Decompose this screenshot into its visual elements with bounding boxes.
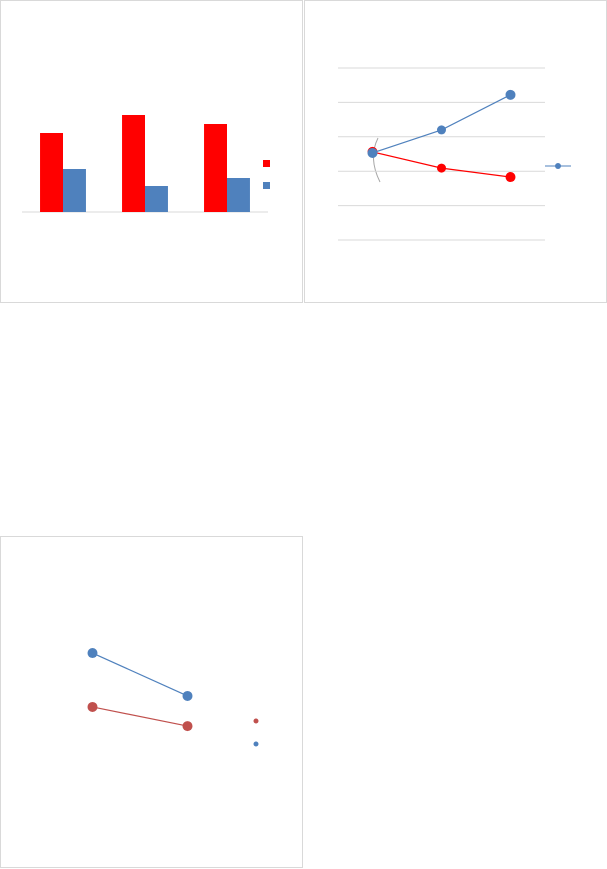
point (437, 163, 446, 173)
point (87, 701, 98, 712)
legend-marker (263, 160, 270, 167)
point (437, 125, 446, 135)
bar (204, 124, 227, 212)
legend-marker (555, 163, 561, 169)
leader-line (373, 137, 381, 183)
point (367, 147, 378, 158)
bar (40, 133, 63, 212)
line (92, 706, 188, 727)
legend-marker (253, 718, 259, 724)
point (87, 648, 98, 659)
bar (227, 178, 250, 212)
point (505, 172, 516, 183)
chart-panel (304, 0, 607, 303)
point (182, 690, 193, 701)
bar (122, 115, 145, 212)
bar (145, 186, 168, 212)
legend-marker (263, 182, 270, 189)
bar (63, 169, 86, 212)
point (505, 89, 516, 100)
line (92, 652, 188, 697)
chart-panel (0, 536, 303, 868)
point (182, 721, 193, 732)
legend-marker (253, 741, 259, 747)
